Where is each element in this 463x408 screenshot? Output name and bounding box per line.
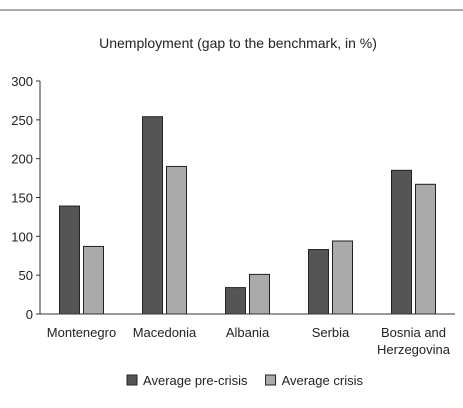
x-tick-label: Bosnia and Herzegovina	[377, 325, 451, 357]
bar	[332, 240, 353, 315]
bar	[142, 116, 163, 315]
bar	[415, 183, 436, 315]
legend-swatch	[265, 374, 277, 386]
x-tick-label: Macedonia	[133, 325, 197, 340]
y-tick-label: 50	[19, 268, 33, 283]
bar	[225, 287, 246, 315]
bar	[59, 205, 80, 315]
y-tick-label: 250	[11, 113, 33, 128]
y-tick-label: 200	[11, 152, 33, 167]
bar	[391, 169, 412, 315]
bar	[308, 249, 329, 315]
legend-swatch	[126, 374, 138, 386]
y-tick-label: 0	[26, 307, 33, 322]
x-tick-label: Albania	[226, 325, 270, 340]
bar	[249, 273, 270, 315]
legend-label: Average pre-crisis	[143, 373, 248, 388]
legend-item: Average pre-crisis	[126, 373, 248, 388]
legend: Average pre-crisis Average crisis	[126, 373, 364, 388]
legend-item: Average crisis	[265, 373, 364, 388]
legend-label: Average crisis	[282, 373, 364, 388]
y-tick-label: 150	[11, 191, 33, 206]
y-tick-label: 300	[11, 74, 33, 89]
bar	[166, 165, 187, 315]
x-tick-label: Montenegro	[47, 325, 116, 340]
chart-title: Unemployment (gap to the benchmark, in %…	[99, 35, 377, 51]
bar	[83, 245, 104, 315]
y-tick-label: 100	[11, 229, 33, 244]
x-tick-label: Serbia	[312, 325, 350, 340]
